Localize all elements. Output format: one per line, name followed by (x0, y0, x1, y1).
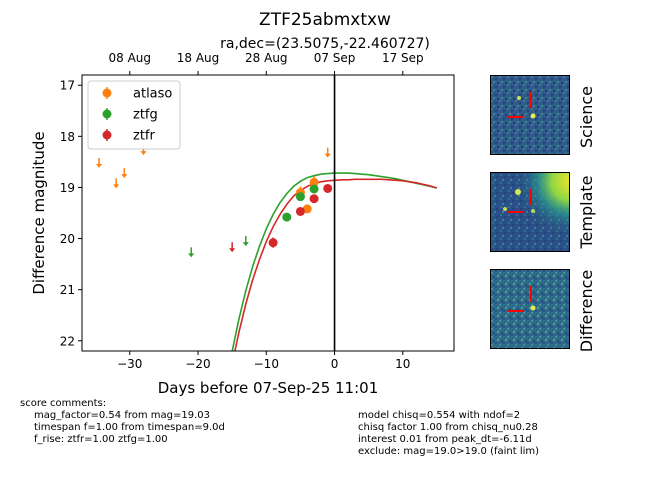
upper-limit-head-ztfr (229, 248, 236, 253)
top-tick-label: 08 Aug (109, 51, 152, 65)
data-point-ztfr (309, 194, 319, 204)
legend: atlaso ztfg ztfr (87, 80, 181, 150)
x-tick-label: −30 (117, 357, 142, 371)
upper-limit-head-ztfg (188, 253, 195, 258)
legend-box (87, 80, 181, 150)
y-axis-label: Difference magnitude (30, 131, 48, 294)
upper-limit-head-atlaso (324, 153, 331, 158)
top-tick-label: 07 Sep (314, 51, 356, 65)
top-tick-label: 17 Sep (382, 51, 424, 65)
upper-limit-head-ztfg (242, 242, 249, 247)
data-point-ztfr (295, 206, 305, 216)
comment-left-1: mag_factor=0.54 from mag=19.03 (34, 410, 211, 421)
x-tick-label: −10 (254, 357, 279, 371)
chart-title: ZTF25abmxtxw (259, 10, 391, 30)
legend-label-ztfr: ztfr (133, 129, 155, 144)
comment-left-3: f_rise: ztfr=1.00 ztfg=1.00 (34, 434, 168, 445)
y-tick-label: 19 (60, 181, 75, 195)
stamp-label-science: Science (577, 86, 596, 148)
data-point-ztfr (323, 183, 333, 193)
plot-frame (81, 74, 455, 352)
y-tick-label: 20 (60, 232, 75, 246)
y-tick-label: 17 (60, 79, 75, 93)
data-point-ztfg (295, 192, 305, 202)
science-stamp (490, 75, 570, 155)
legend-label-ztfg: ztfg (133, 108, 158, 123)
top-tick-label: 28 Aug (245, 51, 288, 65)
stamp-label-template: Template (577, 175, 596, 249)
x-tick-label: −20 (185, 357, 210, 371)
axes: −30 −20 −10 0 10 17 18 19 20 21 22 08 Aug 18 Aug 28 A… (60, 51, 424, 371)
data-point-ztfg (282, 212, 292, 222)
x-axis-label: Days before 07-Sep-25 11:01 (158, 379, 379, 397)
data-point-atlaso (302, 204, 312, 214)
upper-limit-head-atlaso (140, 151, 147, 156)
stamp-label-difference: Difference (577, 270, 596, 352)
y-tick-label: 22 (60, 334, 75, 348)
template-stamp (490, 172, 570, 252)
legend-label-atlaso: atlaso (133, 87, 172, 102)
y-tick-label: 21 (60, 283, 75, 297)
comments-header: score comments: (20, 398, 107, 409)
x-tick-label: 10 (395, 357, 410, 371)
model-curve-ztfr (234, 178, 438, 351)
comment-right-4: exclude: mag=19.0>19.0 (faint lim) (358, 446, 540, 457)
legend-marker-atlaso (102, 88, 112, 98)
science-image (491, 76, 569, 154)
y-tick-label: 18 (60, 130, 75, 144)
comment-right-3: interest 0.01 from peak_dt=-6.11d (358, 434, 532, 445)
upper-limit-head-atlaso (96, 163, 103, 168)
difference-stamp (490, 269, 570, 349)
data-point-ztfr (268, 238, 278, 248)
upper-limit-head-atlaso (113, 184, 120, 189)
comment-right-2: chisq factor 1.00 from chisq_nu0.28 (358, 422, 538, 433)
top-tick-label: 18 Aug (177, 51, 220, 65)
upper-limit-head-atlaso (121, 174, 128, 179)
data-point-atlaso (309, 177, 319, 187)
comment-right-1: model chisq=0.554 with ndof=2 (358, 410, 521, 421)
data-point-ztfg (309, 184, 319, 194)
legend-marker-ztfg (102, 109, 112, 119)
comment-left-2: timespan f=1.00 from timespan=9.0d (34, 422, 225, 433)
x-tick-label: 0 (331, 357, 339, 371)
difference-image (491, 270, 569, 348)
template-image (491, 173, 569, 251)
legend-marker-ztfr (102, 130, 112, 140)
chart-subtitle: ra,dec=(23.5075,-22.460727) (220, 36, 430, 52)
